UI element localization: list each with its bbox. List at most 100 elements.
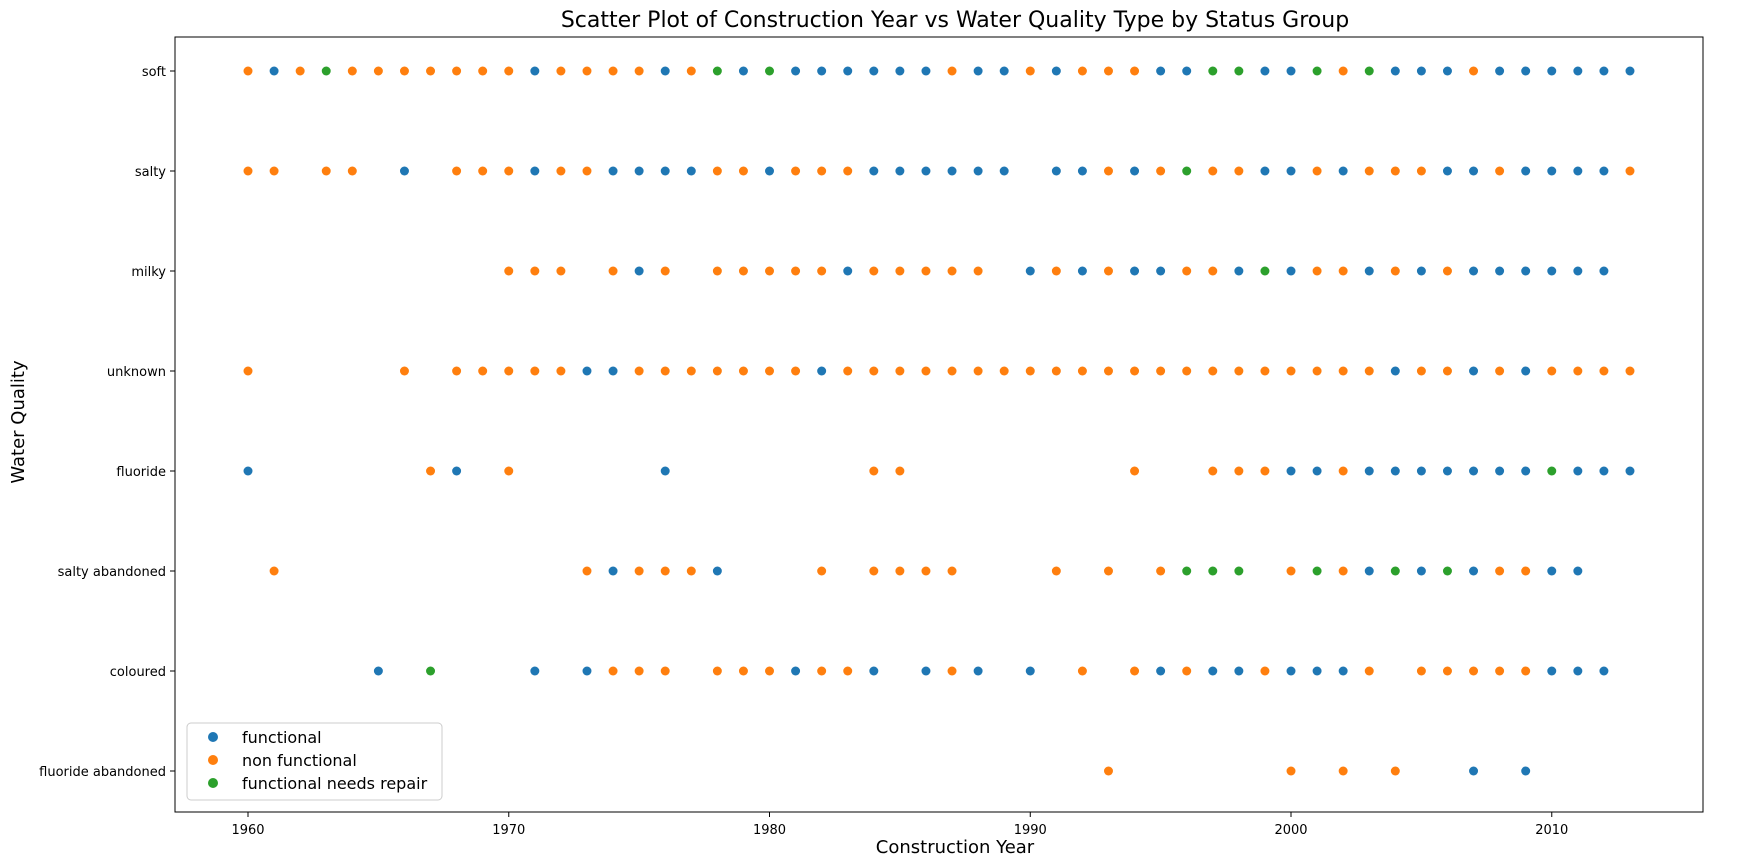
data-point	[843, 366, 853, 376]
data-point	[426, 466, 436, 476]
data-point	[1208, 166, 1218, 176]
data-point	[895, 166, 905, 176]
data-point	[1103, 566, 1113, 576]
chart-title: Scatter Plot of Construction Year vs Wat…	[561, 8, 1349, 33]
data-point	[765, 666, 775, 676]
data-point	[452, 66, 462, 76]
data-point	[947, 666, 957, 676]
data-point	[556, 366, 566, 376]
data-point	[608, 366, 618, 376]
y-axis-label: Water Quality	[8, 360, 29, 484]
data-point	[999, 366, 1009, 376]
data-point	[452, 466, 462, 476]
data-point	[1260, 466, 1270, 476]
data-point	[843, 666, 853, 676]
data-point	[582, 566, 592, 576]
data-point	[791, 66, 801, 76]
data-point	[1442, 466, 1452, 476]
data-point	[1416, 366, 1426, 376]
data-point	[1234, 666, 1244, 676]
data-point	[1234, 566, 1244, 576]
data-point	[817, 266, 827, 276]
data-point	[738, 66, 748, 76]
data-point	[1234, 166, 1244, 176]
data-point	[712, 666, 722, 676]
data-point	[947, 66, 957, 76]
x-tick-label: 2000	[1274, 823, 1307, 838]
data-point	[1156, 666, 1166, 676]
data-point	[1390, 266, 1400, 276]
data-point	[660, 266, 670, 276]
data-point	[243, 66, 253, 76]
data-point	[1130, 666, 1140, 676]
legend-marker	[208, 778, 218, 788]
data-point	[1312, 166, 1322, 176]
data-point	[1547, 566, 1557, 576]
data-point	[1469, 166, 1479, 176]
data-point	[269, 66, 279, 76]
data-point	[1521, 66, 1531, 76]
data-point	[1286, 466, 1296, 476]
data-point	[1573, 166, 1583, 176]
data-point	[1312, 566, 1322, 576]
data-point	[1390, 466, 1400, 476]
data-point	[1599, 666, 1609, 676]
data-point	[1547, 266, 1557, 276]
data-point	[999, 166, 1009, 176]
data-point	[1312, 666, 1322, 676]
data-point	[1469, 66, 1479, 76]
data-point	[1130, 266, 1140, 276]
data-point	[947, 266, 957, 276]
data-point	[608, 166, 618, 176]
data-point	[347, 166, 357, 176]
data-point	[1547, 66, 1557, 76]
data-point	[399, 66, 409, 76]
data-point	[1103, 366, 1113, 376]
data-point	[1260, 666, 1270, 676]
data-point	[1416, 666, 1426, 676]
data-point	[973, 666, 983, 676]
data-point	[1390, 366, 1400, 376]
data-point	[738, 166, 748, 176]
x-tick-label: 2010	[1535, 823, 1568, 838]
data-point	[1338, 766, 1348, 776]
data-point	[1312, 66, 1322, 76]
data-point	[1573, 66, 1583, 76]
data-point	[1416, 466, 1426, 476]
data-point	[1416, 66, 1426, 76]
data-point	[1051, 366, 1061, 376]
data-point	[1495, 466, 1505, 476]
data-point	[921, 666, 931, 676]
data-point	[1286, 66, 1296, 76]
data-point	[1103, 166, 1113, 176]
data-point	[1338, 66, 1348, 76]
data-point	[530, 266, 540, 276]
data-point	[1599, 466, 1609, 476]
data-point	[1025, 366, 1035, 376]
data-point	[295, 66, 305, 76]
data-point	[1495, 666, 1505, 676]
data-point	[1234, 366, 1244, 376]
data-point	[686, 166, 696, 176]
data-point	[1208, 466, 1218, 476]
y-tick-label: fluoride abandoned	[39, 765, 166, 780]
data-point	[738, 366, 748, 376]
data-point	[269, 566, 279, 576]
data-point	[921, 366, 931, 376]
data-point	[921, 566, 931, 576]
data-point	[843, 266, 853, 276]
data-point	[921, 166, 931, 176]
data-point	[634, 666, 644, 676]
data-point	[1573, 466, 1583, 476]
data-point	[582, 66, 592, 76]
data-point	[1625, 66, 1635, 76]
data-point	[582, 666, 592, 676]
data-point	[1156, 66, 1166, 76]
data-point	[608, 566, 618, 576]
data-point	[817, 666, 827, 676]
data-point	[608, 266, 618, 276]
y-tick-label: unknown	[107, 365, 166, 380]
data-point	[895, 366, 905, 376]
data-point	[1260, 166, 1270, 176]
data-point	[1364, 266, 1374, 276]
